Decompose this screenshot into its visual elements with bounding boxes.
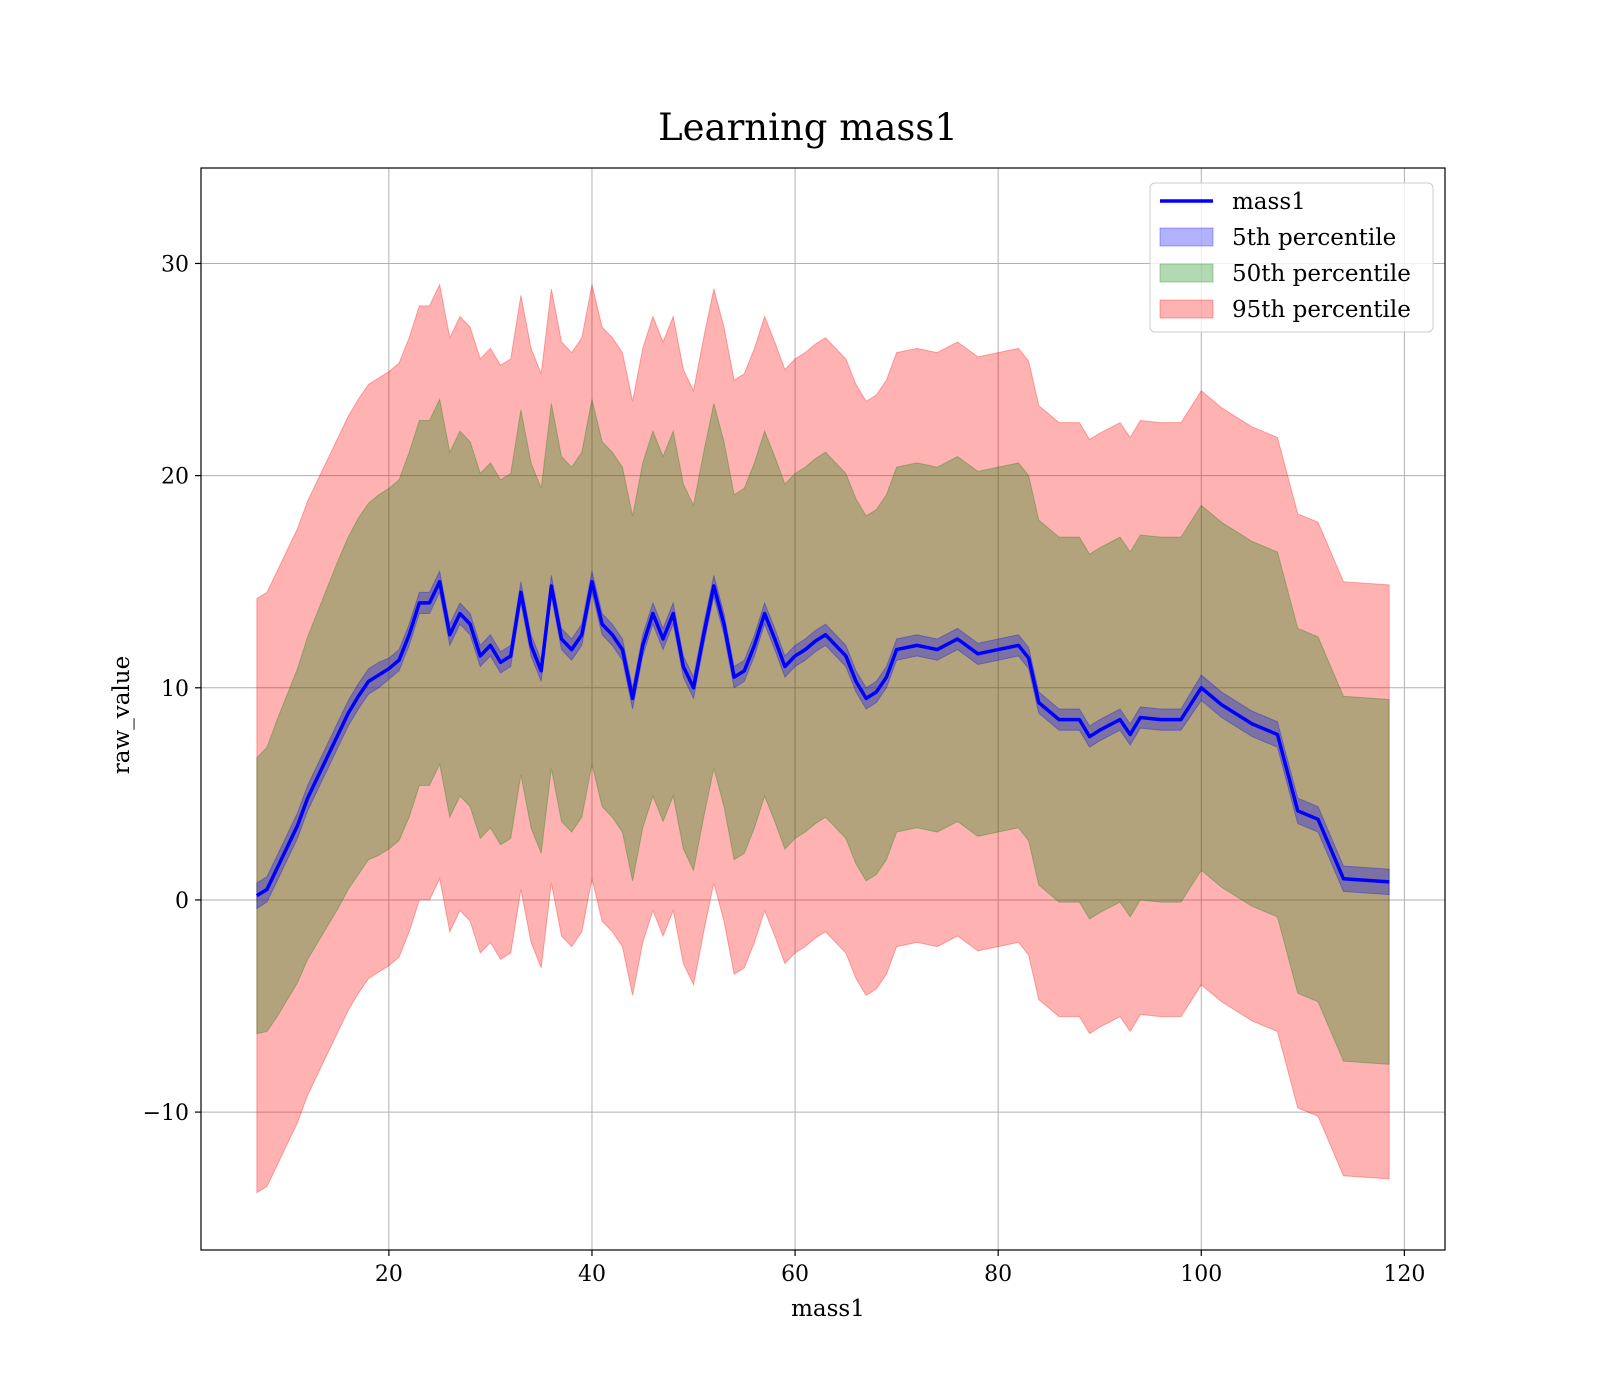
y-tick-label: 10: [161, 677, 189, 702]
legend: mass1 5th percentile 50th percentile 95t…: [1149, 182, 1434, 333]
band-50th-percentile: [256, 397, 1390, 1065]
percentile-bands: [256, 283, 1390, 1194]
x-tick-label: 20: [375, 1262, 403, 1287]
y-tick-label: 30: [161, 252, 189, 277]
legend-box: [1149, 182, 1434, 333]
line-mass1: [255, 579, 1390, 898]
y-tick-label: 0: [175, 889, 189, 914]
chart-title: Learning mass1: [658, 106, 958, 149]
x-tick-label: 40: [578, 1262, 606, 1287]
grid-lines: [201, 168, 1445, 1250]
x-tick-label: 120: [1383, 1262, 1425, 1287]
plot-frame: [200, 167, 1446, 1251]
band-95th-percentile: [256, 283, 1390, 1194]
x-axis-label: mass1: [791, 1296, 865, 1322]
y-tick-label: 20: [161, 465, 189, 490]
legend-label-mass1: mass1: [1232, 189, 1306, 215]
legend-label-50th: 50th percentile: [1232, 261, 1411, 287]
x-tick-label: 80: [984, 1262, 1012, 1287]
y-axis-ticks: −10 0 10 20 30: [143, 252, 201, 1126]
legend-swatch-95th: [1159, 299, 1214, 319]
y-axis-label: raw_value: [109, 656, 135, 774]
y-tick-label: −10: [143, 1101, 189, 1126]
legend-swatch-5th: [1159, 227, 1214, 247]
x-tick-label: 100: [1180, 1262, 1222, 1287]
x-axis-ticks: 20 40 60 80 100 120: [375, 1250, 1425, 1287]
legend-label-5th: 5th percentile: [1232, 225, 1396, 251]
legend-swatch-50th: [1159, 263, 1214, 283]
legend-label-95th: 95th percentile: [1232, 297, 1411, 323]
series-lines: [255, 579, 1390, 898]
x-tick-label: 60: [781, 1262, 809, 1287]
